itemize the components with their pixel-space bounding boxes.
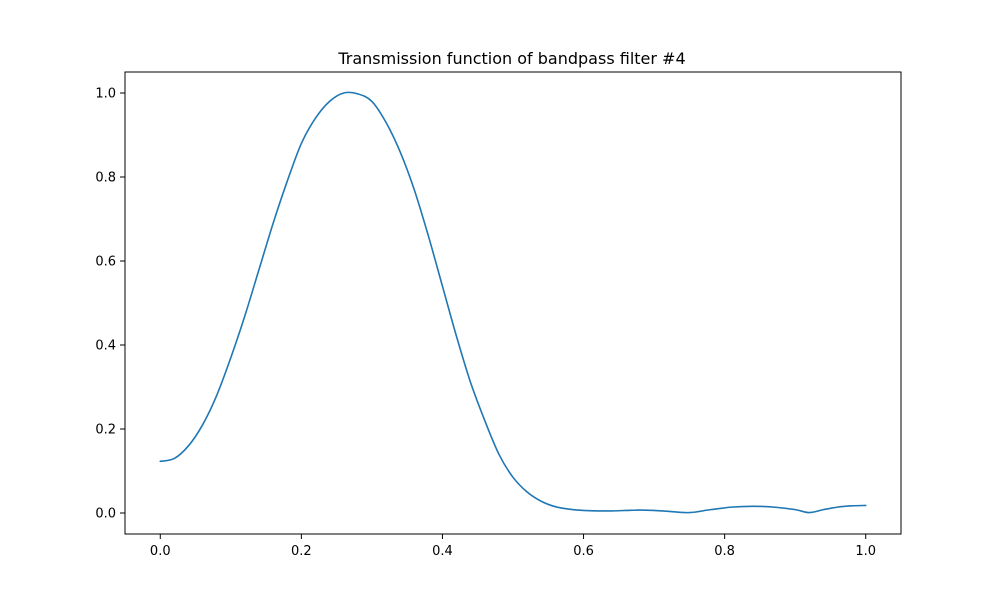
x-tick-label: 0.4 bbox=[432, 544, 453, 559]
axes-frame bbox=[124, 71, 902, 535]
y-tick-label: 0.2 bbox=[95, 423, 116, 438]
x-tick-label: 0.6 bbox=[573, 544, 594, 559]
x-tick-label: 0.0 bbox=[150, 544, 171, 559]
plot-area bbox=[159, 91, 867, 514]
y-tick-label: 1.0 bbox=[95, 87, 116, 102]
chart-title: Transmission function of bandpass filter… bbox=[337, 49, 685, 68]
x-axis: 0.0 0.2 0.4 0.6 0.8 1.0 bbox=[150, 534, 876, 559]
y-tick-label: 0.0 bbox=[95, 507, 116, 522]
y-tick-label: 0.8 bbox=[95, 171, 116, 186]
y-tick-label: 0.6 bbox=[95, 255, 116, 270]
y-tick-label: 0.4 bbox=[95, 339, 116, 354]
series-line bbox=[159, 91, 867, 514]
y-axis: 0.0 0.2 0.4 0.6 0.8 1.0 bbox=[95, 87, 125, 522]
x-tick-label: 0.2 bbox=[291, 544, 312, 559]
x-tick-label: 1.0 bbox=[855, 544, 876, 559]
x-tick-label: 0.8 bbox=[714, 544, 735, 559]
